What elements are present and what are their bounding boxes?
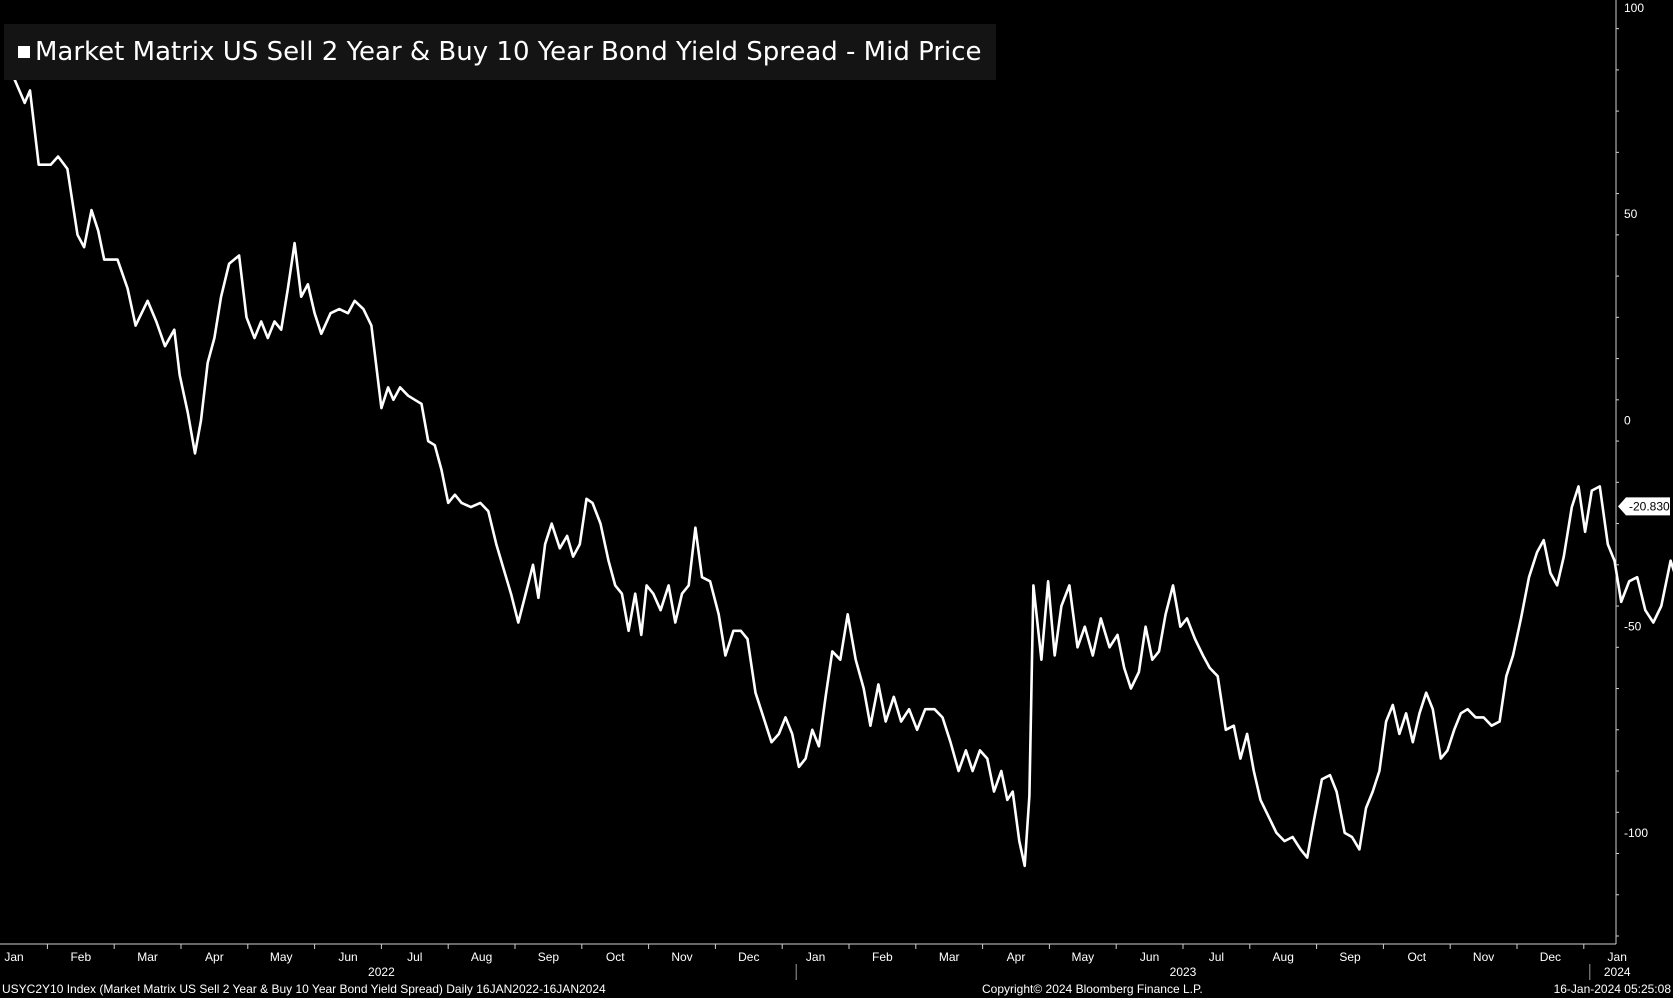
- x-tick-label: Jan: [806, 950, 825, 964]
- last-value-group: -20.830: [1618, 497, 1670, 516]
- x-tick-label: Jan: [1608, 950, 1627, 964]
- footer-copyright: Copyright© 2024 Bloomberg Finance L.P.: [982, 982, 1203, 996]
- series-line: [12, 76, 1673, 868]
- x-tick-label: Jul: [1209, 950, 1224, 964]
- x-tick-label: Jan: [4, 950, 23, 964]
- legend-swatch-icon: [18, 46, 30, 58]
- y-tick-label: 50: [1624, 207, 1638, 221]
- x-tick-label: Dec: [1540, 950, 1561, 964]
- x-tick-label: Feb: [70, 950, 91, 964]
- x-tick-label: Nov: [671, 950, 692, 964]
- x-tick-label: Oct: [606, 950, 625, 964]
- y-tick-label: 100: [1624, 1, 1644, 15]
- chart-title: Market Matrix US Sell 2 Year & Buy 10 Ye…: [35, 37, 982, 67]
- x-tick-label: Oct: [1407, 950, 1426, 964]
- y-tick-label: -100: [1624, 826, 1648, 840]
- x-tick-label: Dec: [738, 950, 759, 964]
- x-tick-label: Nov: [1473, 950, 1494, 964]
- footer-timestamp: 16-Jan-2024 05:25:08: [1553, 982, 1671, 996]
- x-tick-label: May: [1071, 950, 1094, 964]
- x-tick-label: Aug: [471, 950, 492, 964]
- x-tick-label: Sep: [538, 950, 560, 964]
- x-tick-label: Mar: [939, 950, 960, 964]
- x-tick-label: Jun: [338, 950, 357, 964]
- x-tick-label: Jul: [407, 950, 422, 964]
- chart-legend: Market Matrix US Sell 2 Year & Buy 10 Ye…: [4, 24, 996, 80]
- series-group: [12, 76, 1673, 868]
- x-tick-label: Mar: [137, 950, 158, 964]
- x-axis: Jan Feb Mar Apr May Jun Jul Aug Sep Oct Nov Dec Jan F…: [0, 943, 1631, 980]
- y-tick-label: 0: [1624, 413, 1631, 427]
- x-tick-label: Jun: [1140, 950, 1159, 964]
- y-axis: 100 50 0 -50 -100: [1615, 0, 1648, 944]
- y-tick-label: -50: [1624, 620, 1642, 634]
- year-label: 2024: [1604, 965, 1631, 979]
- x-tick-label: May: [270, 950, 293, 964]
- year-label: 2022: [368, 965, 395, 979]
- x-tick-label: Apr: [205, 950, 224, 964]
- x-tick-label: Aug: [1273, 950, 1294, 964]
- x-tick-label: Sep: [1339, 950, 1361, 964]
- x-tick-label: Apr: [1007, 950, 1026, 964]
- last-value-tag: [1618, 497, 1670, 516]
- x-tick-label: Feb: [872, 950, 893, 964]
- year-label: 2023: [1170, 965, 1197, 979]
- footer-ticker-description: USYC2Y10 Index (Market Matrix US Sell 2 …: [2, 982, 606, 996]
- last-value-label: -20.830: [1629, 499, 1670, 513]
